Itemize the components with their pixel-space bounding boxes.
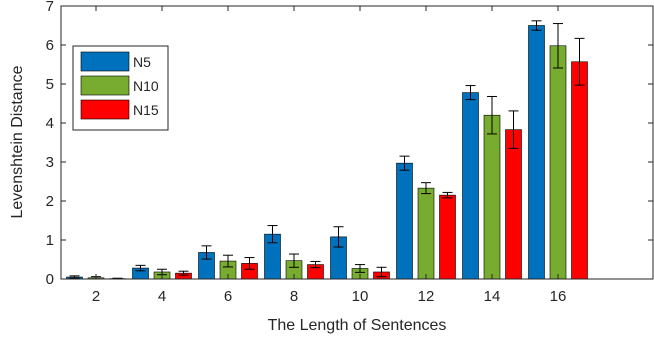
x-tick-label: 6 [224, 288, 232, 305]
bar-n15-16 [572, 62, 588, 279]
x-tick-label: 8 [290, 288, 298, 305]
legend: N5 N10 N15 [73, 46, 168, 130]
bar-n5-14 [463, 93, 479, 279]
bar-n5-12 [397, 163, 413, 279]
legend-swatch [81, 76, 129, 95]
bar-n15-12 [440, 195, 456, 279]
y-tick-label: 4 [46, 115, 54, 132]
y-tick-label: 3 [46, 154, 54, 171]
bar-n10-12 [418, 188, 434, 279]
x-tick-label: 2 [92, 288, 100, 305]
legend-item-n5: N5 [81, 52, 151, 71]
legend-swatch [81, 52, 129, 71]
bar-n10-16 [550, 46, 566, 279]
legend-swatch [81, 100, 129, 119]
y-tick-label: 5 [46, 76, 54, 93]
y-tick-label: 7 [46, 0, 54, 15]
y-tick-label: 6 [46, 37, 54, 54]
legend-label: N5 [133, 54, 151, 70]
legend-label: N10 [133, 78, 159, 94]
x-tick-label: 14 [484, 288, 501, 305]
y-tick-label: 0 [46, 271, 54, 288]
legend-item-n15: N15 [81, 100, 159, 119]
x-tick-label: 4 [158, 288, 166, 305]
legend-item-n10: N10 [81, 76, 159, 95]
series-n15 [110, 38, 588, 279]
legend-label: N15 [133, 102, 159, 118]
y-tick-label: 1 [46, 232, 54, 249]
x-axis-title: The Length of Sentences [268, 317, 447, 334]
x-tick-label: 12 [418, 288, 435, 305]
bar-n10-14 [484, 115, 500, 279]
x-tick-label: 10 [352, 288, 369, 305]
bar-n5-16 [529, 26, 545, 280]
y-axis-title: Levenshtein Distance [9, 65, 26, 218]
x-tick-label: 16 [550, 288, 567, 305]
y-tick-label: 2 [46, 193, 54, 210]
bar-n15-14 [506, 130, 522, 279]
